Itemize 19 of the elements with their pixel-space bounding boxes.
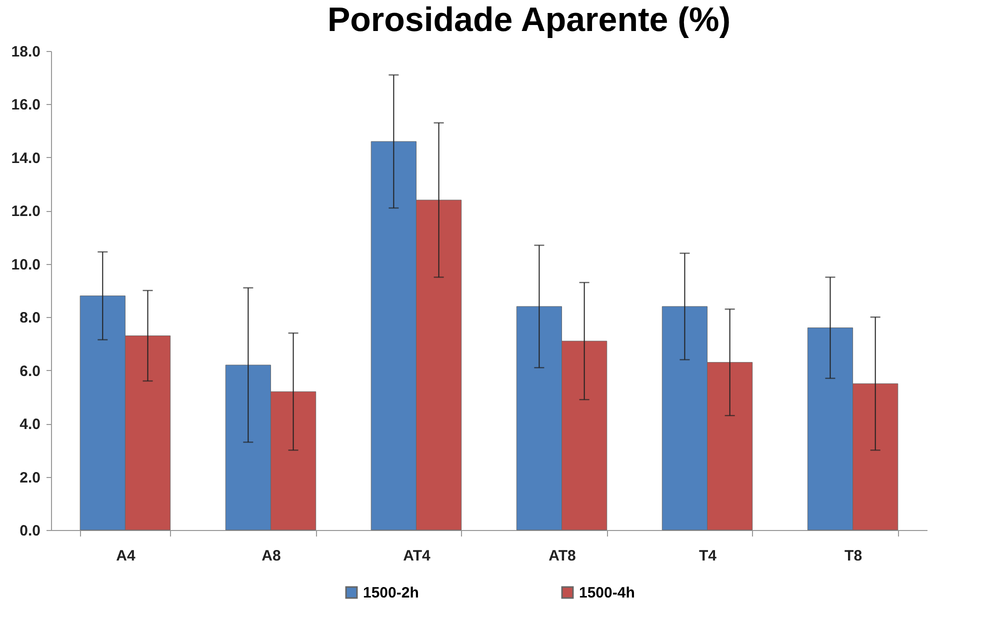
y-tick-label: 2.0 — [20, 469, 40, 486]
y-tick-label: 14.0 — [11, 150, 40, 167]
chart-title: Porosidade Aparente (%) — [327, 1, 731, 39]
x-tick-label: AT4 — [403, 548, 432, 564]
legend-label: 1500-4h — [579, 584, 635, 602]
y-tick-label: 12.0 — [11, 203, 40, 220]
y-tick-label: 16.0 — [11, 96, 40, 114]
y-tick-label: 0.0 — [20, 522, 40, 540]
x-tick-label: A8 — [262, 548, 281, 564]
y-tick-label: 6.0 — [20, 362, 40, 380]
y-tick-label: 10.0 — [11, 256, 40, 274]
x-tick-label: AT8 — [548, 548, 576, 564]
y-tick-label: 8.0 — [20, 310, 40, 327]
x-tick-label: T8 — [844, 548, 862, 564]
y-tick-label: 18.0 — [11, 44, 40, 60]
x-tick-label: A4 — [116, 548, 136, 564]
y-tick-label: 4.0 — [20, 416, 40, 434]
x-tick-label: T4 — [699, 548, 718, 564]
legend-label: 1500-2h — [363, 584, 419, 602]
